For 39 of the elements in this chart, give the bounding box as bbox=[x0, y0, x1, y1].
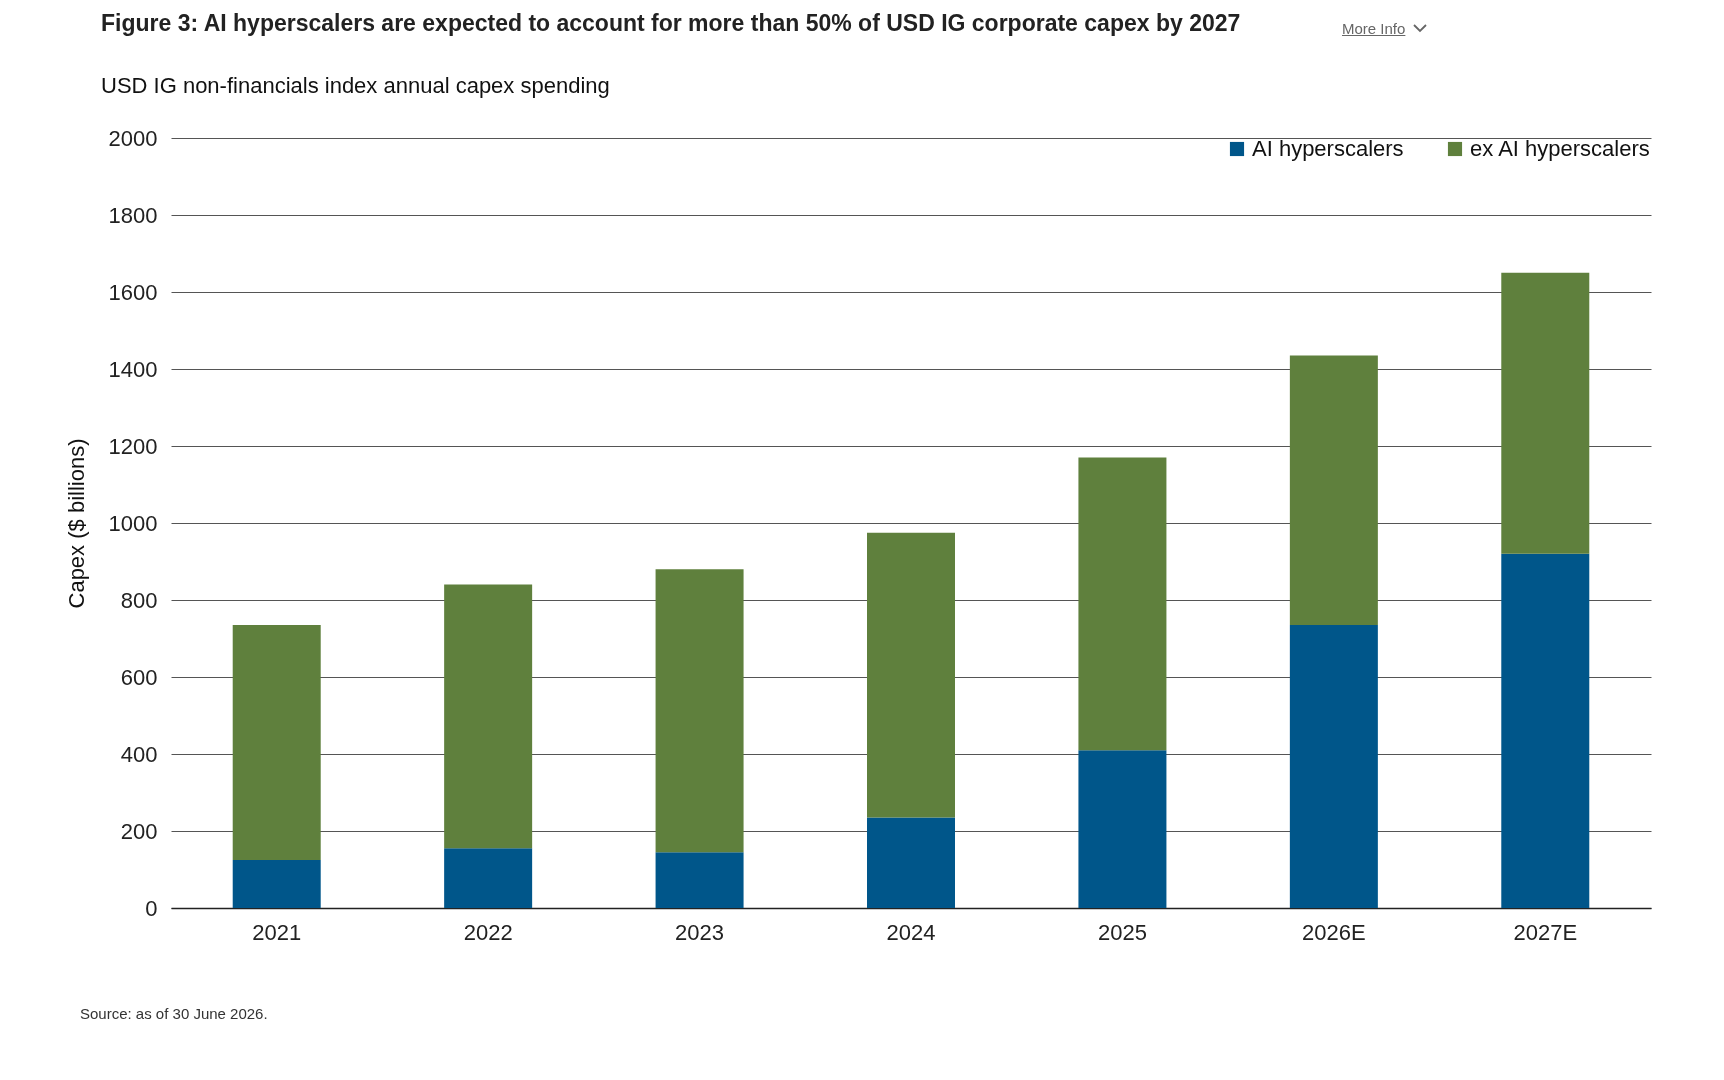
y-tick-label: 800 bbox=[120, 587, 158, 613]
x-tick-label: 2022 bbox=[463, 919, 513, 945]
bar bbox=[232, 859, 321, 908]
bar bbox=[1078, 457, 1167, 751]
bar bbox=[1501, 272, 1590, 554]
x-tick-label: 2027E bbox=[1513, 919, 1578, 945]
y-tick-label: 1600 bbox=[108, 279, 158, 305]
x-tick-label: 2025 bbox=[1097, 919, 1147, 945]
y-tick-label: 1800 bbox=[108, 202, 158, 228]
y-tick-label: 1200 bbox=[108, 433, 158, 459]
bar bbox=[655, 852, 744, 908]
bar bbox=[1289, 355, 1378, 626]
y-tick-label: 1400 bbox=[108, 356, 158, 382]
legend-label: ex AI hyperscalers bbox=[1470, 136, 1650, 161]
legend-label: AI hyperscalers bbox=[1252, 136, 1404, 161]
bar bbox=[867, 532, 955, 818]
x-tick-label: 2023 bbox=[675, 919, 725, 945]
x-tick-label: 2021 bbox=[252, 919, 302, 945]
bar bbox=[1289, 625, 1378, 908]
x-tick-label: 2026E bbox=[1302, 919, 1366, 945]
text: More Info bbox=[1342, 20, 1406, 37]
y-tick-label: 0 bbox=[145, 895, 158, 921]
x-tick-label: 2024 bbox=[886, 919, 936, 945]
y-tick-label: 1000 bbox=[108, 510, 158, 536]
bar bbox=[444, 848, 533, 908]
bar bbox=[1501, 553, 1590, 908]
chart-subtitle: USD IG non-financials index annual capex spending bbox=[101, 73, 610, 98]
bar bbox=[444, 584, 533, 849]
bar bbox=[1078, 750, 1167, 908]
y-axis-title: Capex ($ billions) bbox=[63, 438, 89, 609]
y-tick-label: 200 bbox=[120, 818, 158, 844]
bar bbox=[232, 625, 321, 860]
y-tick-label: 400 bbox=[120, 741, 158, 767]
chart-title: Figure 3: AI hyperscalers are expected to account for more than 50% of USD IG corporate capex by 2027 bbox=[101, 10, 1241, 36]
source-note: Source: as of 30 June 2026. bbox=[80, 1005, 268, 1022]
y-tick-label: 600 bbox=[120, 664, 158, 690]
bar bbox=[867, 817, 955, 908]
y-tick-label: 2000 bbox=[108, 125, 158, 151]
bar bbox=[655, 569, 744, 853]
